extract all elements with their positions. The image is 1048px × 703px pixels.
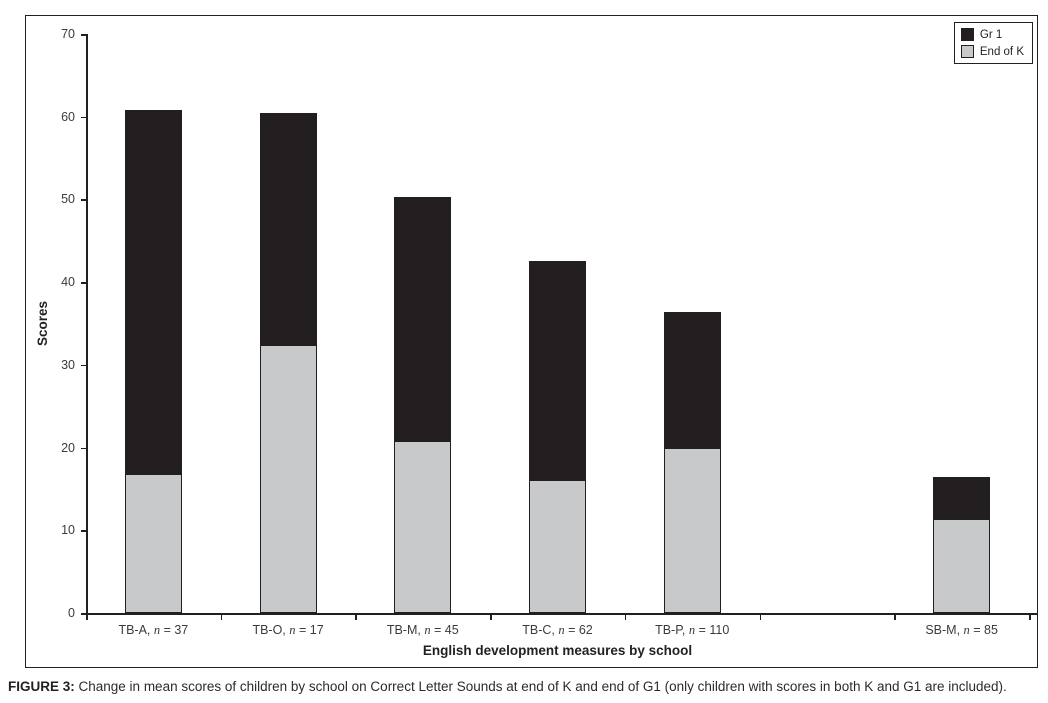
x-axis-tick xyxy=(1029,615,1031,620)
x-axis-category-label: TB-O, n = 17 xyxy=(252,623,324,637)
legend-item-gr1: Gr 1 xyxy=(960,28,1024,41)
legend-label-gr1: Gr 1 xyxy=(979,28,1003,41)
legend-swatch-end-of-k xyxy=(960,45,974,58)
figure-caption-text: Change in mean scores of children by sch… xyxy=(74,679,1007,694)
legend-item-end-of-k: End of K xyxy=(960,45,1024,58)
x-axis-tick xyxy=(490,615,492,620)
x-axis-category-label: SB-M, n = 85 xyxy=(925,623,998,637)
bar-segment-gr1 xyxy=(259,113,317,345)
x-axis-category-label: TB-M, n = 45 xyxy=(386,623,459,637)
bar-segment-gr1 xyxy=(933,477,991,519)
y-axis-tick-label: 30 xyxy=(61,357,75,372)
y-axis-tick-label: 0 xyxy=(68,606,75,620)
x-axis-tick xyxy=(220,615,223,620)
bar-segment-gr1 xyxy=(394,196,452,441)
legend: Gr 1 End of K xyxy=(953,22,1033,64)
x-axis-category-label: TB-P, n = 110 xyxy=(655,623,730,637)
x-axis-tick xyxy=(894,615,896,620)
bar-segment-end-of-k xyxy=(124,474,182,613)
legend-swatch-gr1 xyxy=(960,28,974,41)
y-axis-tick xyxy=(81,613,86,615)
legend-label-end-of-k: End of K xyxy=(979,45,1024,58)
x-axis-tick xyxy=(355,615,357,620)
y-axis-tick xyxy=(81,34,86,36)
x-axis-title: English development measures by school xyxy=(422,643,693,658)
y-axis-tick-label: 60 xyxy=(61,109,75,124)
y-axis-tick-label: 70 xyxy=(61,27,75,41)
y-axis-tick-label: 50 xyxy=(61,192,75,207)
y-axis-tick xyxy=(81,116,86,119)
x-axis-tick xyxy=(624,615,627,620)
figure-caption-label: FIGURE 3: xyxy=(8,679,75,694)
x-axis-category-label: TB-A, n = 37 xyxy=(118,623,189,637)
y-axis-tick xyxy=(81,530,86,532)
bar-segment-end-of-k xyxy=(394,440,452,613)
y-axis-line xyxy=(86,34,88,613)
y-axis-tick xyxy=(81,447,86,450)
y-axis-title: Scores xyxy=(35,300,51,346)
figure-caption: FIGURE 3: Change in mean scores of child… xyxy=(8,678,1044,695)
bar-segment-gr1 xyxy=(663,311,721,449)
x-axis-line xyxy=(86,613,1037,615)
bar-segment-end-of-k xyxy=(663,448,721,613)
y-axis-tick-label: 20 xyxy=(61,440,75,455)
y-axis-tick-label: 10 xyxy=(61,523,75,538)
x-axis-tick xyxy=(86,615,88,620)
bar-segment-gr1 xyxy=(529,260,586,480)
y-axis-tick xyxy=(81,282,86,284)
chart-frame: 0 10 20 30 40 50 60 70 TB-A, n = 37 TB-O, n = 17 T… xyxy=(25,15,1038,668)
bar-segment-gr1 xyxy=(124,110,182,475)
x-axis-tick xyxy=(759,615,762,620)
bar-segment-end-of-k xyxy=(933,518,991,613)
x-axis-category-label: TB-C, n = 62 xyxy=(522,623,593,637)
y-axis-tick xyxy=(81,199,86,201)
y-axis-tick-label: 40 xyxy=(61,275,75,290)
y-axis-tick xyxy=(81,364,86,367)
bar-segment-end-of-k xyxy=(259,345,317,613)
bar-segment-end-of-k xyxy=(529,479,586,613)
